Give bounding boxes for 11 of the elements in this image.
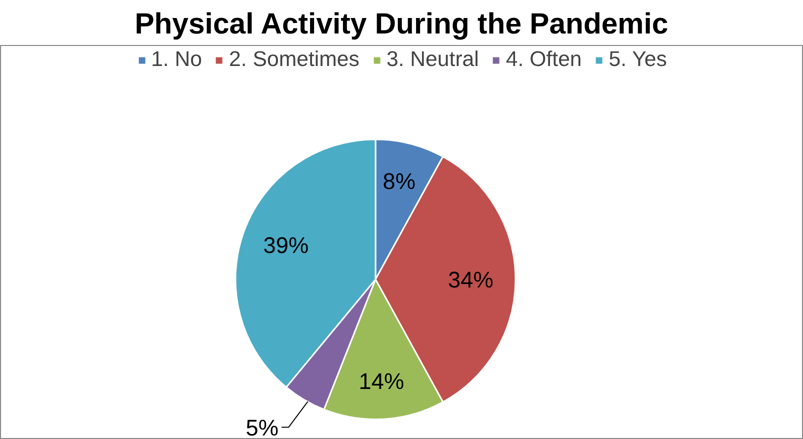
data-label: 5% [246,414,279,439]
data-label: 14% [358,368,404,394]
legend-label: 4. Often [506,47,582,72]
data-label: 8% [382,168,416,194]
chart-title: Physical Activity During the Pandemic [134,8,668,40]
legend-label: 5. Yes [608,47,667,72]
legend-label: 1. No [151,47,202,72]
data-label: 34% [448,266,494,292]
data-label: 39% [263,232,309,258]
legend-label: 2. Sometimes [229,47,360,72]
legend-label: 3. Neutral [386,47,479,72]
